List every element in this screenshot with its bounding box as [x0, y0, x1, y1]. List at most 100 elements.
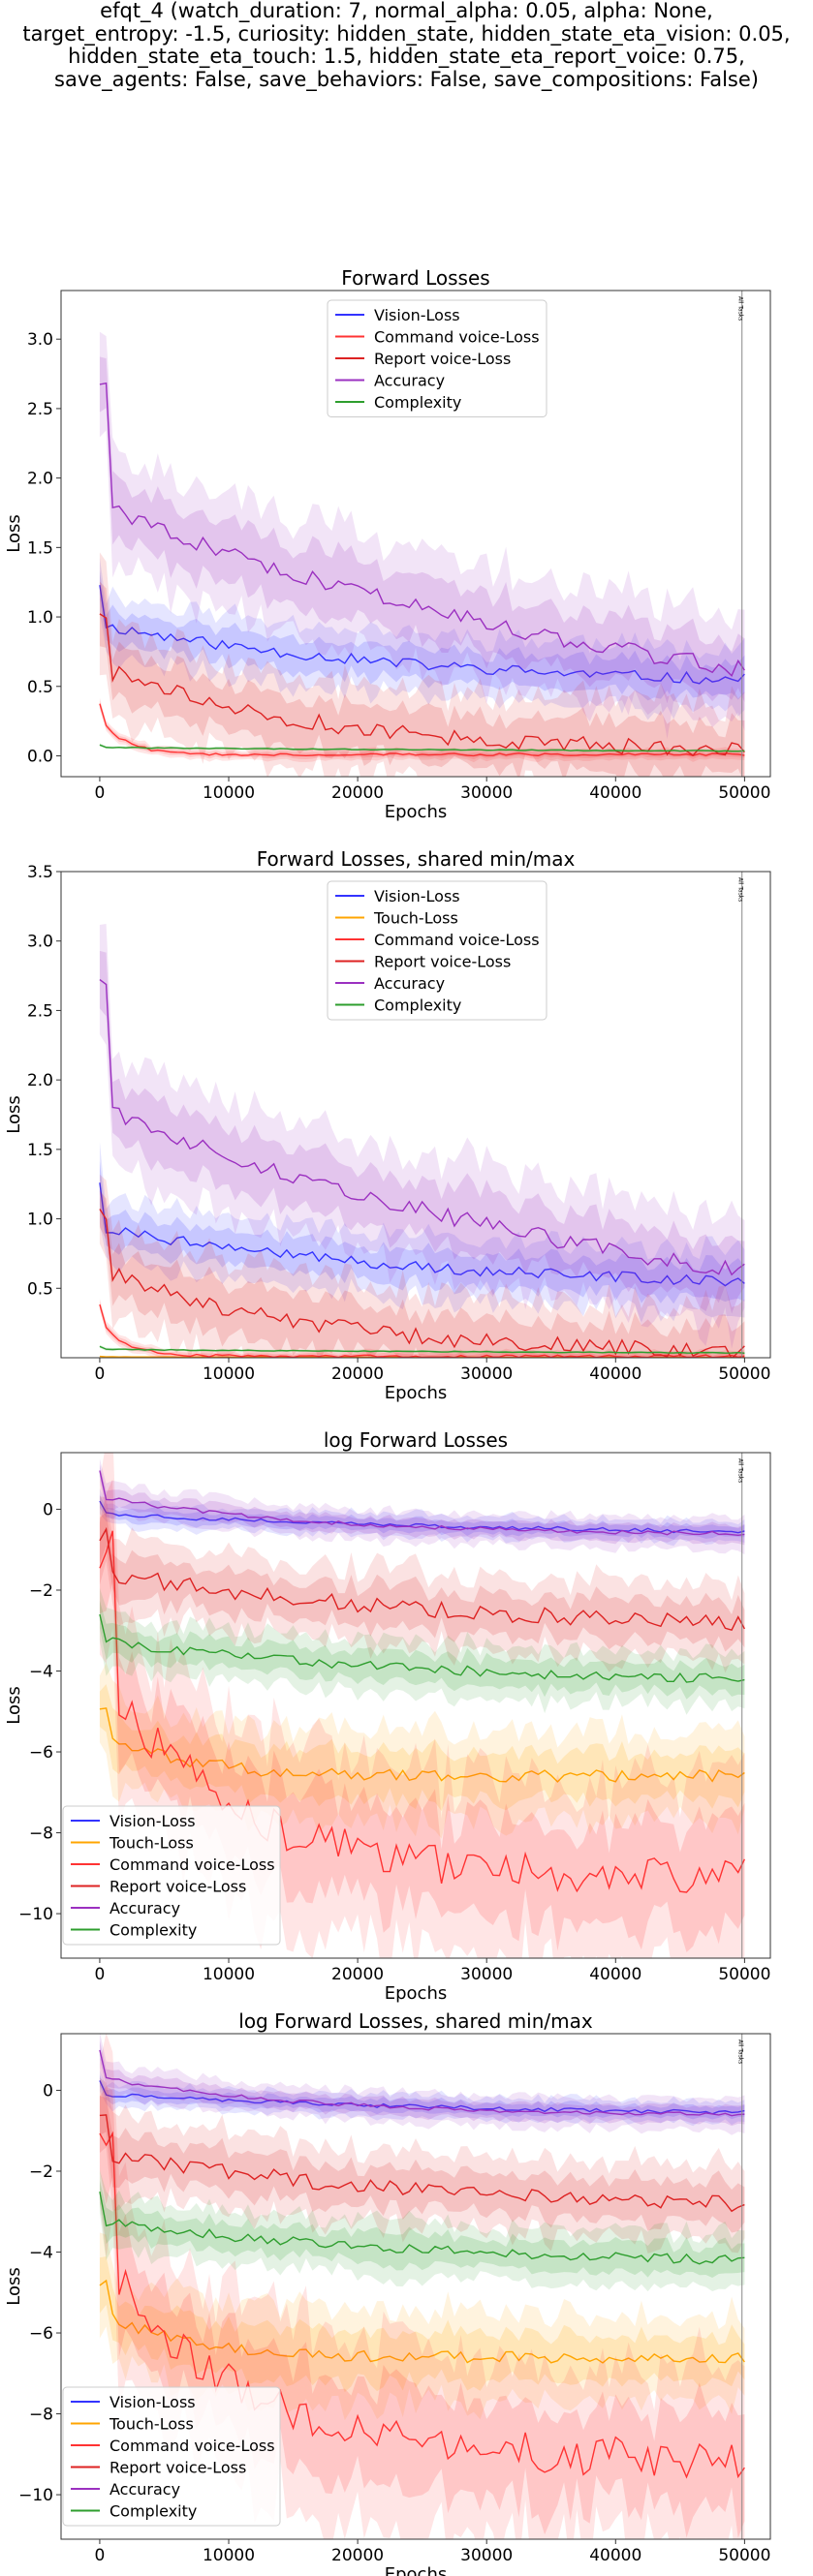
legend-entry: Vision-Loss — [374, 887, 460, 905]
task-vline-label: All Tasks — [737, 2039, 744, 2064]
series-band-outer — [99, 552, 745, 777]
series-band-outer — [99, 924, 745, 1349]
y-tick-label: 2.5 — [27, 400, 53, 419]
y-tick-label: −8 — [29, 1825, 53, 1844]
x-tick-label: 10000 — [203, 1965, 255, 1984]
x-tick-label: 0 — [95, 1965, 106, 1984]
y-tick-label: −4 — [29, 1663, 53, 1682]
task-vline-label: All Tasks — [737, 877, 744, 902]
legend-entry: Accuracy — [109, 1899, 180, 1917]
x-tick-label: 0 — [95, 2546, 106, 2565]
series-band-inner — [99, 950, 745, 1314]
series-line — [99, 382, 745, 677]
series-band-outer — [99, 2169, 745, 2292]
y-tick-label: −10 — [18, 2486, 53, 2505]
series-band-outer — [99, 1142, 745, 1323]
series-band-outer — [99, 2070, 745, 2127]
legend-entry: Report voice-Loss — [109, 2459, 246, 2477]
series-band-inner — [99, 1190, 745, 1358]
suptitle-line: efqt_4 (watch_duration: 7, normal_alpha:… — [100, 0, 713, 22]
x-tick-label: 20000 — [331, 783, 384, 803]
suptitle-line: target_entropy: -1.5, curiosity: hidden_… — [22, 21, 791, 46]
task-vline-label: All Tasks — [737, 296, 744, 321]
series-line — [99, 2080, 745, 2115]
series-band-inner — [99, 2096, 745, 2233]
legend-entry: Vision-Loss — [374, 306, 460, 324]
suptitle-line: hidden_state_eta_touch: 1.5, hidden_stat… — [68, 45, 745, 68]
y-tick-label: −2 — [29, 2162, 53, 2182]
x-tick-label: 50000 — [718, 1365, 770, 1384]
y-tick-label: 1.0 — [27, 1211, 53, 1230]
legend-entry: Complexity — [109, 1921, 197, 1940]
series-band-outer — [99, 1587, 745, 1715]
series-band-inner — [99, 581, 745, 777]
series-band-inner — [99, 2039, 745, 2127]
series-line — [99, 2279, 745, 2364]
series-line — [99, 2049, 745, 2117]
legend-entry: Accuracy — [374, 372, 445, 390]
legend-entry: Vision-Loss — [109, 1812, 196, 1830]
plot-title: log Forward Losses — [324, 1428, 508, 1452]
series-line — [99, 2191, 745, 2265]
x-tick-label: 10000 — [203, 783, 255, 803]
y-tick-label: 0.0 — [27, 747, 53, 766]
series-band-outer — [99, 1496, 745, 1673]
suptitle-line: save_agents: False, save_behaviors: Fals… — [54, 67, 759, 91]
series-line — [99, 1470, 745, 1537]
legend-box — [62, 1805, 281, 1946]
x-tick-label: 0 — [95, 1365, 106, 1384]
series-band-inner — [99, 700, 745, 760]
y-tick-label: 2.0 — [27, 1071, 53, 1090]
y-tick-label: −2 — [29, 1581, 53, 1601]
x-tick-label: 40000 — [589, 2546, 641, 2565]
series-line — [99, 1530, 746, 1893]
legend-box — [327, 880, 547, 1021]
y-axis-label: Loss — [4, 1686, 24, 1724]
x-tick-label: 30000 — [460, 1965, 513, 1984]
series-line — [99, 2131, 745, 2479]
x-axis-label: Epochs — [385, 1983, 448, 2004]
series-band-outer — [99, 1458, 745, 1555]
series-line — [99, 744, 745, 752]
x-axis-label: Epochs — [385, 802, 448, 822]
x-tick-label: 10000 — [203, 1365, 255, 1384]
x-tick-label: 30000 — [460, 2546, 513, 2565]
y-tick-label: 3.0 — [27, 330, 53, 350]
figure-suptitle: efqt_4 (watch_duration: 7, normal_alpha:… — [0, 0, 813, 91]
y-tick-label: −6 — [29, 1743, 53, 1763]
series-band-outer — [99, 1298, 745, 1358]
x-axis-label: Epochs — [385, 1383, 448, 1403]
x-tick-label: 0 — [95, 783, 106, 803]
x-tick-label: 10000 — [203, 2546, 255, 2565]
x-tick-label: 50000 — [718, 783, 770, 803]
x-tick-label: 40000 — [589, 1965, 641, 1984]
axes-frame — [60, 871, 771, 1359]
x-tick-label: 20000 — [331, 1365, 384, 1384]
y-tick-label: 3.5 — [27, 863, 53, 882]
legend: Vision-Loss Touch-Loss Command voice-Loss R… — [327, 880, 547, 1021]
y-tick-label: −4 — [29, 2244, 53, 2263]
legend-entry: Accuracy — [374, 974, 445, 993]
y-axis-label: Loss — [4, 514, 24, 552]
x-tick-label: 30000 — [460, 1365, 513, 1384]
y-tick-label: 0.5 — [27, 1279, 53, 1299]
series-band-outer — [99, 557, 745, 721]
y-tick-label: 2.0 — [27, 470, 53, 489]
forward-losses-shared-chart: Forward Losses, shared min/max All Tasks 0… — [4, 847, 771, 1403]
legend-entry: Command voice-Loss — [374, 931, 540, 949]
axes-frame — [60, 1452, 771, 1959]
legend-box — [62, 2386, 281, 2527]
series-line — [99, 1209, 745, 1358]
legend: Vision-Loss Command voice-Loss Report voic… — [327, 299, 547, 417]
series-band-inner — [99, 1464, 745, 1546]
series-band-outer — [99, 2034, 745, 2135]
plot-title: Forward Losses — [341, 266, 489, 290]
log-forward-losses-shared-chart: log Forward Losses, shared min/max All Ta… — [4, 2009, 771, 2576]
series-band-inner — [99, 1494, 745, 1540]
legend-box — [327, 299, 547, 417]
series-band-outer — [99, 2077, 745, 2254]
legend-entry: Touch-Loss — [373, 909, 458, 928]
y-tick-label: −8 — [29, 2406, 53, 2425]
y-tick-label: 0 — [43, 1500, 53, 1519]
legend-entry: Report voice-Loss — [109, 1878, 246, 1896]
